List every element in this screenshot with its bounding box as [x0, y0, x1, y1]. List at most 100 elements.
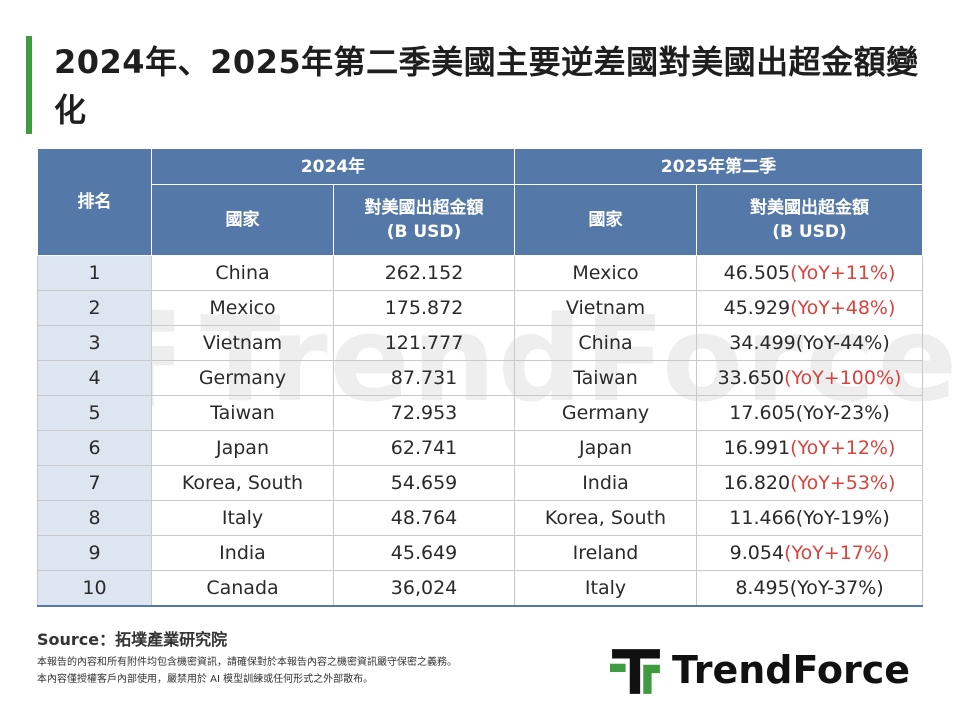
- yoy-change: (YoY-19%): [795, 507, 890, 529]
- country-2025-cell: Korea, South: [514, 500, 698, 536]
- amount-2024-cell: 121.777: [332, 325, 516, 361]
- yoy-change: (YoY+48%): [790, 297, 896, 319]
- yoy-change: (YoY+100%): [784, 367, 902, 389]
- amount-2024-cell: 54.659: [332, 465, 516, 501]
- yoy-change: (YoY+17%): [784, 542, 890, 564]
- rank-cell: 3: [37, 325, 152, 361]
- rank-cell: 8: [37, 500, 152, 536]
- amount-2025-value: 8.495: [735, 577, 790, 599]
- yoy-change: (YoY+11%): [790, 262, 896, 284]
- amount-2025-cell: 9.054(YoY+17%): [696, 535, 924, 571]
- country-2025-cell: Taiwan: [514, 360, 698, 396]
- country-2024-cell: China: [151, 255, 334, 291]
- amount-2025-value: 11.466: [729, 507, 796, 529]
- amount-2024-unit: (B USD): [386, 222, 462, 242]
- confidential-note-1: 本報告的內容和所有附件均包含機密資訊，請確保對於本報告內容之機密資訊嚴守保密之義…: [37, 657, 457, 668]
- yoy-change: (YoY-23%): [795, 402, 890, 424]
- country-2024-cell: Korea, South: [151, 465, 334, 501]
- amount-2025-value: 33.650: [717, 367, 785, 389]
- table-row: 9 India 45.649 Ireland 9.054(YoY+17%): [37, 535, 924, 571]
- amount-2025-cell: 16.820(YoY+53%): [696, 465, 924, 501]
- amount-2024-cell: 36,024: [332, 570, 516, 607]
- rank-header: 排名: [37, 148, 152, 256]
- amount-2025-value: 16.991: [723, 437, 791, 459]
- amount-2025-value: 9.054: [729, 542, 785, 564]
- amount-2025-cell: 8.495(YoY-37%): [696, 570, 924, 607]
- country-2024-cell: India: [151, 535, 334, 571]
- country-2024-cell: Germany: [151, 360, 334, 396]
- logo-text: TrendForce: [672, 648, 911, 692]
- trendforce-logo: TrendForce: [610, 646, 930, 696]
- amount-2025-cell: 46.505(YoY+11%): [696, 255, 924, 291]
- country-2025-cell: Ireland: [514, 535, 698, 571]
- country-2025-header: 國家: [514, 184, 698, 256]
- table-row: 4 Germany 87.731 Taiwan 33.650(YoY+100%): [37, 360, 924, 396]
- rank-cell: 1: [37, 255, 152, 291]
- country-2024-cell: Mexico: [151, 290, 334, 326]
- amount-2025-cell: 11.466(YoY-19%): [696, 500, 924, 536]
- period-2024-header: 2024年: [150, 148, 516, 185]
- table-row: 2 Mexico 175.872 Vietnam 45.929(YoY+48%): [37, 290, 924, 326]
- amount-2025-cell: 45.929(YoY+48%): [696, 290, 924, 326]
- amount-2024-cell: 87.731: [332, 360, 516, 396]
- country-2024-cell: Italy: [151, 500, 334, 536]
- rank-cell: 7: [37, 465, 152, 501]
- country-2025-cell: Mexico: [514, 255, 698, 291]
- table-row: 10 Canada 36,024 Italy 8.495(YoY-37%): [37, 570, 924, 607]
- table-row: 7 Korea, South 54.659 India 16.820(YoY+53%): [37, 465, 924, 501]
- country-2025-cell: Vietnam: [514, 290, 698, 326]
- amount-2025-value: 16.820: [723, 472, 791, 494]
- country-2025-cell: Germany: [514, 395, 698, 431]
- country-2024-cell: Taiwan: [151, 395, 334, 431]
- yoy-change: (YoY-37%): [789, 577, 884, 599]
- amount-2024-label: 對美國出超金額: [364, 198, 484, 218]
- rank-cell: 9: [37, 535, 152, 571]
- yoy-change: (YoY+53%): [790, 472, 896, 494]
- amount-2025-label: 對美國出超金額: [750, 198, 870, 218]
- rank-cell: 6: [37, 430, 152, 466]
- amount-2024-cell: 62.741: [332, 430, 516, 466]
- country-2024-cell: Canada: [151, 570, 334, 607]
- source-note: Source：拓墣產業研究院: [37, 630, 228, 649]
- amount-2024-cell: 175.872: [332, 290, 516, 326]
- amount-2025-value: 17.605: [729, 402, 796, 424]
- yoy-change: (YoY+12%): [790, 437, 896, 459]
- rank-cell: 2: [37, 290, 152, 326]
- amount-2024-cell: 48.764: [332, 500, 516, 536]
- table-row: 5 Taiwan 72.953 Germany 17.605(YoY-23%): [37, 395, 924, 431]
- table-row: 8 Italy 48.764 Korea, South 11.466(YoY-19%): [37, 500, 924, 536]
- amount-2025-unit: (B USD): [772, 222, 847, 242]
- country-2025-cell: Japan: [514, 430, 698, 466]
- table-row: 3 Vietnam 121.777 China 34.499(YoY-44%): [37, 325, 924, 361]
- amount-2024-header: 對美國出超金額 (B USD): [332, 184, 516, 256]
- trendforce-logo-icon: [610, 649, 660, 694]
- table-row: 6 Japan 62.741 Japan 16.991(YoY+12%): [37, 430, 924, 466]
- country-2025-cell: India: [514, 465, 698, 501]
- rank-cell: 10: [37, 570, 152, 607]
- amount-2025-value: 45.929: [723, 297, 791, 319]
- period-2025-header: 2025年第二季: [514, 148, 924, 185]
- rank-cell: 4: [37, 360, 152, 396]
- amount-2025-header: 對美國出超金額 (B USD): [696, 184, 924, 256]
- amount-2024-cell: 45.649: [332, 535, 516, 571]
- amount-2025-cell: 16.991(YoY+12%): [696, 430, 924, 466]
- rank-cell: 5: [37, 395, 152, 431]
- table-body: 1 China 262.152 Mexico 46.505(YoY+11%) 2 Mexic…: [37, 255, 924, 607]
- amount-2024-cell: 72.953: [332, 395, 516, 431]
- amount-2025-value: 34.499: [729, 332, 796, 354]
- amount-2025-cell: 33.650(YoY+100%): [696, 360, 924, 396]
- trade-surplus-table: 排名 2024年 2025年第二季 國家 對美國出超金額 (B USD) 國家 …: [37, 148, 924, 607]
- title-accent-bar: [26, 36, 32, 134]
- amount-2025-cell: 34.499(YoY-44%): [696, 325, 924, 361]
- page-title: 2024年、2025年第二季美國主要逆差國對美國出超金額變化: [54, 43, 919, 129]
- confidential-note-2: 本內容僅授權客戶內部使用，嚴禁用於 AI 模型訓練或任何形式之外部散布。: [37, 674, 374, 685]
- country-2025-cell: China: [514, 325, 698, 361]
- table-row: 1 China 262.152 Mexico 46.505(YoY+11%): [37, 255, 924, 291]
- amount-2025-value: 46.505: [723, 262, 791, 284]
- country-2025-cell: Italy: [514, 570, 698, 607]
- yoy-change: (YoY-44%): [795, 332, 890, 354]
- amount-2024-cell: 262.152: [332, 255, 516, 291]
- country-2024-header: 國家: [151, 184, 334, 256]
- amount-2025-cell: 17.605(YoY-23%): [696, 395, 924, 431]
- country-2024-cell: Vietnam: [151, 325, 334, 361]
